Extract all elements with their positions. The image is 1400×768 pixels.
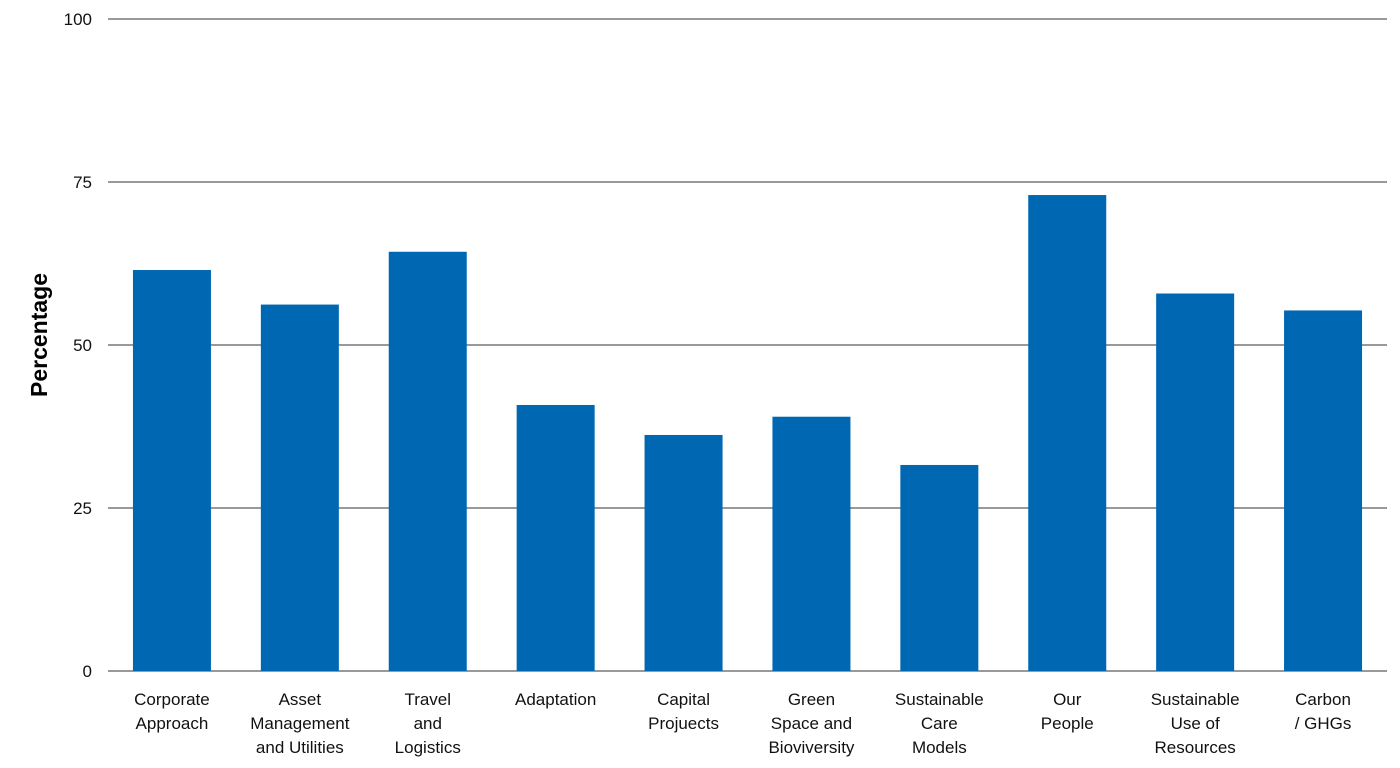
y-tick-label: 0 — [83, 662, 92, 681]
x-tick-label: Travel and Logistics — [395, 690, 461, 757]
x-tick-label-line: Carbon — [1295, 690, 1351, 709]
x-tick-label-line: Corporate — [134, 690, 210, 709]
x-tick-label-line: Capital — [657, 690, 710, 709]
x-tick-label-line: Care — [921, 714, 958, 733]
x-tick-label: Adaptation — [515, 690, 596, 709]
x-tick-label-line: Travel — [404, 690, 451, 709]
bar — [1028, 195, 1107, 672]
bar — [900, 464, 979, 671]
bar — [644, 434, 723, 671]
y-axis-ticks: 0 25 50 75 100 — [64, 10, 92, 681]
y-tick-label: 100 — [64, 10, 92, 29]
x-tick-label-line: Approach — [136, 714, 209, 733]
bar — [132, 270, 211, 671]
x-tick-label-line: Sustainable — [1151, 690, 1240, 709]
y-tick-label: 50 — [73, 336, 92, 355]
bar — [388, 251, 467, 671]
y-tick-label: 75 — [73, 173, 92, 192]
x-tick-label-line: and Utilities — [256, 738, 344, 757]
x-tick-label-line: Logistics — [395, 738, 461, 757]
x-tick-label-line: and — [414, 714, 442, 733]
x-tick-label: Sustainable Use of Resources — [1151, 690, 1240, 757]
x-tick-label: Carbon / GHGs — [1295, 690, 1352, 733]
x-tick-label-line: Models — [912, 738, 967, 757]
x-tick-label-line: Bioviversity — [768, 738, 854, 757]
bars — [132, 195, 1363, 672]
y-tick-label: 25 — [73, 499, 92, 518]
x-tick-label-line: / GHGs — [1295, 714, 1352, 733]
x-tick-label-line: Management — [250, 714, 350, 733]
x-tick-label: Sustainable Care Models — [895, 690, 984, 757]
x-axis-labels: Corporate Approach Asset Management and Util… — [134, 690, 1351, 757]
x-tick-label: Our People — [1041, 690, 1094, 733]
x-tick-label-line: Projuects — [648, 714, 719, 733]
x-tick-label-line: Asset — [279, 690, 322, 709]
x-tick-label: Corporate Approach — [134, 690, 210, 733]
y-axis-title: Percentage — [26, 273, 52, 397]
x-tick-label-line: Our — [1053, 690, 1082, 709]
x-tick-label: Asset Management and Utilities — [250, 690, 350, 757]
x-tick-label: Green Space and Bioviversity — [768, 690, 854, 757]
bar — [1156, 293, 1235, 671]
bar — [772, 416, 851, 671]
x-tick-label-line: Use of — [1171, 714, 1220, 733]
x-tick-label: Capital Projuects — [648, 690, 719, 733]
x-tick-label-line: Green — [788, 690, 835, 709]
x-tick-label-line: Resources — [1155, 738, 1236, 757]
x-tick-label-line: Adaptation — [515, 690, 596, 709]
bar — [516, 404, 595, 671]
x-tick-label-line: Sustainable — [895, 690, 984, 709]
bar — [1284, 310, 1363, 671]
x-tick-label-line: Space and — [771, 714, 852, 733]
x-tick-label-line: People — [1041, 714, 1094, 733]
bar — [260, 304, 339, 671]
